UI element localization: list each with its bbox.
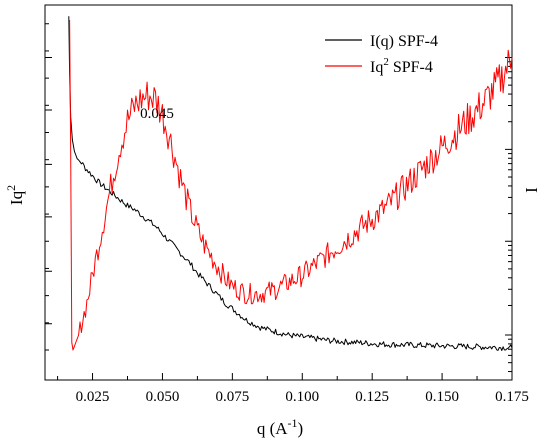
y-axis-label-left-sup: 2 [4, 185, 18, 191]
y-axis-label-right: I [522, 187, 541, 193]
peak-annotation: 0.045 [140, 106, 174, 122]
x-axis-label: q (A-1) [257, 416, 303, 438]
legend-label-iq-text: I(q) SPF-4 [370, 33, 438, 50]
legend-label-iq2-sup: 2 [383, 56, 389, 68]
x-axis-label-sup: -1 [288, 416, 298, 430]
series-line-0 [68, 16, 513, 351]
legend: I(q) SPF-4 Iq2 SPF-4 [325, 33, 438, 76]
left-y-axis [45, 23, 52, 351]
y-axis-label-left: Iq2 [4, 185, 26, 205]
legend-label-iq: I(q) SPF-4 [370, 33, 438, 50]
x-axis-label-base: q (A [257, 419, 288, 438]
x-tick-label: 0.075 [215, 389, 249, 405]
series-layer [68, 16, 513, 351]
legend-label-iq2-base: Iq [370, 59, 383, 76]
plot-frame [44, 4, 513, 381]
x-axis: 0.025 0.050 0.075 0.100 0.125 0.150 0.175 [57, 373, 529, 405]
legend-label-iq2: Iq2 SPF-4 [370, 56, 433, 76]
x-tick-label: 0.100 [285, 389, 319, 405]
legend-label-iq2-tail: SPF-4 [389, 59, 433, 76]
x-tick-label: 0.150 [425, 389, 459, 405]
x-axis-label-tail: ) [298, 419, 304, 438]
series-line-1 [69, 19, 513, 351]
x-tick-label: 0.125 [355, 389, 389, 405]
y-axis-label-left-base: Iq [7, 190, 26, 205]
right-y-axis [505, 57, 512, 373]
x-tick-label: 0.050 [146, 389, 180, 405]
x-tick-label: 0.175 [495, 389, 529, 405]
x-tick-label: 0.025 [76, 389, 110, 405]
